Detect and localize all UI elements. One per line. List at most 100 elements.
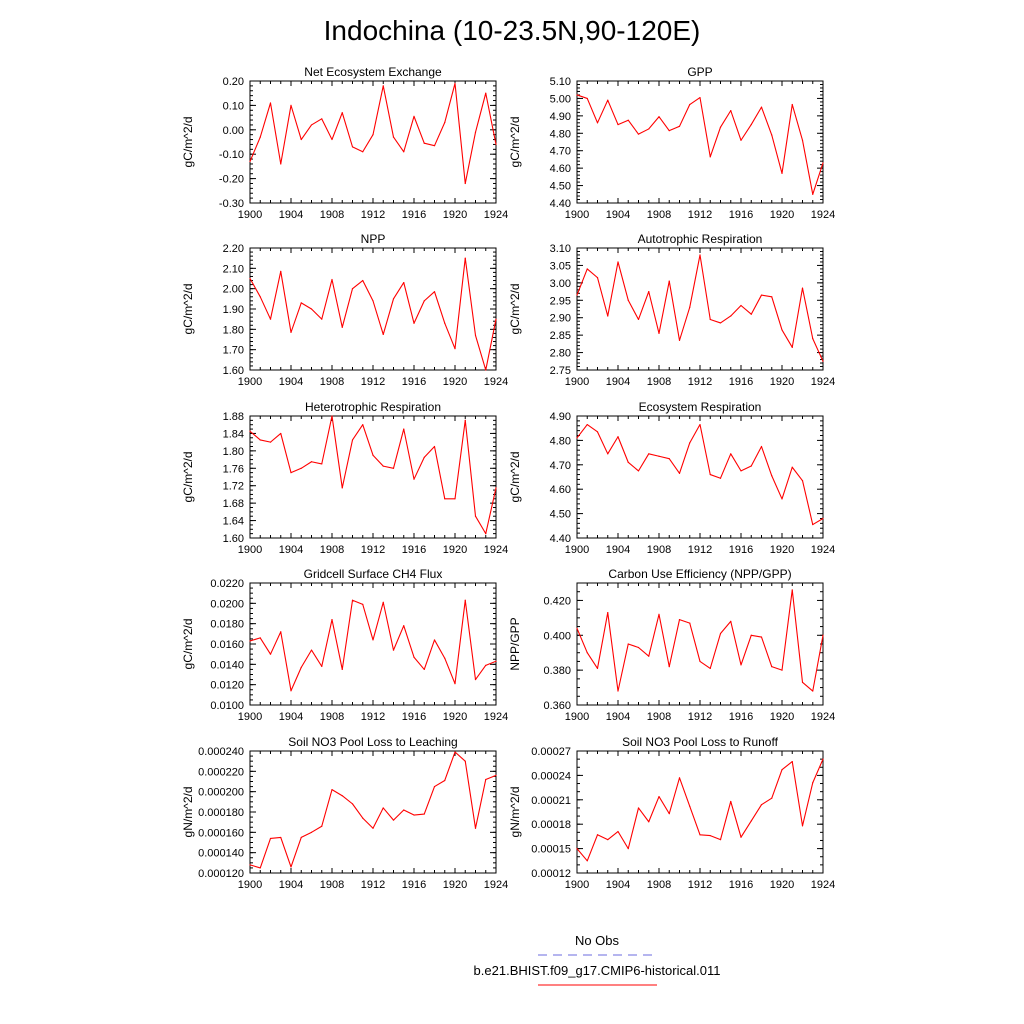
series-points <box>249 82 497 185</box>
y-tick-label: 1.80 <box>223 446 244 458</box>
x-tick-label: 1900 <box>565 376 589 388</box>
data-point <box>372 300 374 302</box>
x-tick-label: 1900 <box>238 544 262 556</box>
x-tick-label: 1912 <box>688 711 712 723</box>
y-axis: 1.60 1.64 1.68 1.72 1.76 1.80 1.84 1.88 <box>223 411 496 545</box>
y-axis-label: gC/m^2/d <box>181 117 195 168</box>
y-tick-label: 0.00018 <box>531 819 571 831</box>
y-axis: -0.30 -0.20 -0.10 0.00 0.10 0.20 <box>219 76 496 210</box>
y-axis: 4.40 4.50 4.60 4.70 4.80 4.90 <box>550 411 823 545</box>
data-point <box>658 455 660 457</box>
data-point <box>719 839 722 841</box>
data-point <box>269 102 272 104</box>
data-point <box>331 619 333 621</box>
x-tick-label: 1920 <box>770 711 794 723</box>
x-tick-label: 1904 <box>606 376 630 388</box>
data-point <box>269 318 272 320</box>
data-point <box>300 467 302 469</box>
data-point <box>392 298 395 300</box>
data-point <box>760 106 763 108</box>
data-point <box>444 657 446 659</box>
y-tick-label: 0.400 <box>543 630 571 642</box>
series-points <box>576 758 824 862</box>
data-point <box>362 603 364 605</box>
data-point <box>576 294 578 296</box>
y-tick-label: 0.0140 <box>210 659 244 671</box>
data-point <box>362 279 364 282</box>
data-point <box>596 277 599 279</box>
plot-frame <box>249 415 497 539</box>
data-point <box>760 445 763 448</box>
data-point <box>423 300 425 302</box>
data-point <box>627 299 629 301</box>
data-point <box>781 172 783 174</box>
data-point <box>586 652 588 654</box>
data-point <box>259 439 261 441</box>
series-line <box>576 423 824 526</box>
data-point <box>627 461 629 463</box>
panel-title: Soil NO3 Pool Loss to Leaching <box>288 735 457 749</box>
x-tick-label: 1920 <box>770 209 794 221</box>
data-point <box>668 666 670 668</box>
x-tick-label: 1904 <box>279 711 303 723</box>
data-point <box>423 142 425 144</box>
data-point <box>341 668 343 671</box>
data-point <box>699 660 701 663</box>
y-tick-label: 0.000200 <box>198 787 244 799</box>
data-point <box>444 322 446 324</box>
x-tick-label: 1900 <box>565 209 589 221</box>
y-tick-label: 3.10 <box>550 243 571 255</box>
data-point <box>413 478 415 480</box>
x-tick-label: 1912 <box>361 879 385 891</box>
data-point <box>310 124 313 126</box>
y-tick-label: 2.10 <box>223 263 244 275</box>
data-point <box>709 318 711 321</box>
data-point <box>341 112 343 114</box>
panel-title: Ecosystem Respiration <box>639 400 762 414</box>
data-point <box>822 162 824 164</box>
y-tick-label: 0.00027 <box>531 746 571 758</box>
x-tick-label: 1916 <box>402 879 426 891</box>
data-point <box>392 467 395 469</box>
x-tick-label: 1920 <box>443 711 467 723</box>
x-tick-label: 1900 <box>238 376 262 388</box>
data-point <box>331 278 333 281</box>
x-axis: 1900 1904 1908 1912 1916 1920 1924 <box>238 416 508 556</box>
data-point <box>495 487 497 489</box>
y-tick-label: 4.50 <box>550 181 571 193</box>
data-point <box>627 848 629 850</box>
x-tick-label: 1900 <box>565 711 589 723</box>
data-point <box>812 690 814 692</box>
legend-label-model: b.e21.BHIST.f09_g17.CMIP6-historical.011 <box>474 963 721 978</box>
data-point <box>668 130 670 132</box>
data-point <box>485 664 487 666</box>
data-point <box>719 322 722 324</box>
data-point <box>382 333 384 336</box>
y-tick-label: 2.00 <box>223 284 244 296</box>
data-point <box>464 599 466 601</box>
data-point <box>290 331 292 333</box>
y-tick-label: 2.85 <box>550 330 571 342</box>
data-point <box>586 97 588 100</box>
x-tick-label: 1904 <box>606 879 630 891</box>
data-point <box>709 473 711 476</box>
data-point <box>658 795 660 798</box>
data-point <box>351 803 354 805</box>
y-tick-label: 2.20 <box>223 243 244 255</box>
data-point <box>637 133 640 135</box>
series-line <box>576 589 824 692</box>
x-tick-label: 1900 <box>238 209 262 221</box>
data-point <box>760 294 763 296</box>
data-point <box>433 291 436 293</box>
data-point <box>362 151 364 153</box>
data-point <box>310 831 313 833</box>
data-point <box>740 139 742 141</box>
panel-title: Autotrophic Respiration <box>638 232 763 246</box>
y-axis-label: gC/m^2/d <box>508 117 522 168</box>
panel-soil-no3-pool-loss-to-runoff: Soil NO3 Pool Loss to Runoff gN/m^2/d 1900… <box>508 735 835 891</box>
y-tick-label: 0.20 <box>223 76 244 88</box>
y-tick-label: 0.00021 <box>531 795 571 807</box>
series-line <box>249 415 497 535</box>
